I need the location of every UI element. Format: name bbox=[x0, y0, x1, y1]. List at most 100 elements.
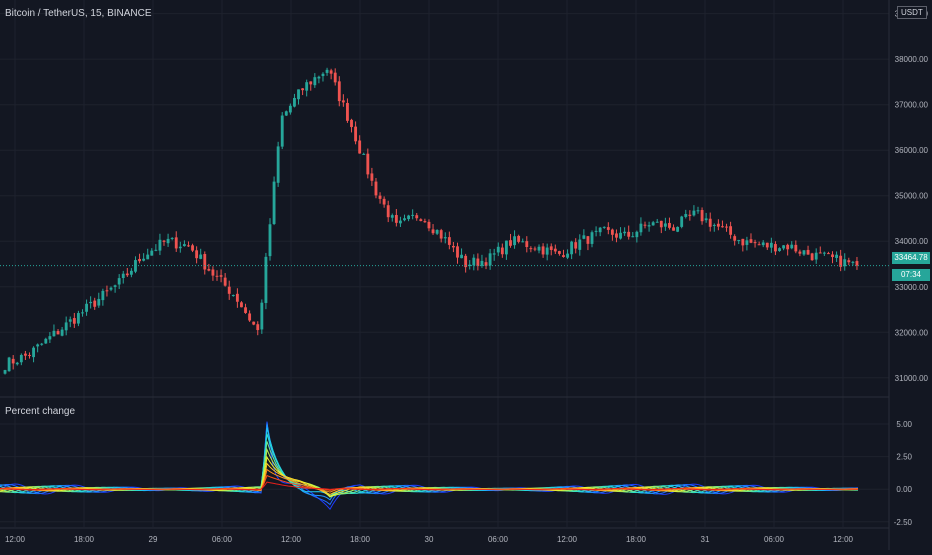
candle-body bbox=[174, 237, 178, 249]
candle-body bbox=[663, 223, 667, 227]
candle-body bbox=[11, 358, 15, 364]
candle-body bbox=[456, 246, 459, 258]
candle-body bbox=[509, 240, 512, 246]
candle-body bbox=[68, 319, 72, 322]
candle-body bbox=[138, 258, 141, 262]
candle-body bbox=[370, 173, 374, 181]
candle-body bbox=[619, 232, 622, 239]
candle-body bbox=[81, 312, 84, 314]
candle-body bbox=[358, 140, 362, 154]
candle-body bbox=[431, 229, 435, 234]
candle-body bbox=[847, 260, 851, 263]
candle-body bbox=[513, 236, 516, 246]
candle-body bbox=[721, 226, 724, 228]
candle-body bbox=[199, 254, 203, 259]
candle-body bbox=[725, 226, 728, 228]
candle-body bbox=[23, 353, 27, 356]
candle-body bbox=[394, 215, 398, 223]
candle-body bbox=[207, 269, 211, 271]
candle-body bbox=[855, 261, 859, 266]
candle-body bbox=[268, 224, 272, 257]
candle-body bbox=[101, 290, 105, 301]
candle-body bbox=[219, 275, 223, 277]
candle-body bbox=[154, 249, 158, 251]
candle-body bbox=[786, 244, 790, 250]
candle-body bbox=[240, 302, 243, 308]
price-tick-label: 31000.00 bbox=[895, 374, 929, 383]
candle-body bbox=[615, 233, 618, 238]
bar-countdown-tag: 07:34 bbox=[892, 269, 930, 281]
time-axis-label: 29 bbox=[149, 535, 158, 544]
percent-change-line bbox=[0, 481, 858, 491]
time-axis-label: 30 bbox=[425, 535, 434, 544]
candle-body bbox=[346, 102, 349, 121]
candle-body bbox=[48, 336, 52, 340]
candle-body bbox=[818, 252, 822, 254]
candle-body bbox=[252, 321, 256, 325]
time-axis-ticks[interactable]: 12:00 18:00 29 06:00 12:00 18:00 30 06:00 12:00 1… bbox=[5, 535, 854, 544]
candle-body bbox=[761, 242, 765, 246]
candle-body bbox=[117, 278, 121, 285]
candle-body bbox=[831, 254, 834, 258]
candle-body bbox=[390, 215, 394, 218]
candle-body bbox=[712, 224, 716, 226]
candle-body bbox=[696, 210, 700, 212]
candle-body bbox=[374, 181, 378, 196]
candle-body bbox=[60, 329, 64, 336]
candle-body bbox=[704, 218, 708, 221]
price-tick-label: 37000.00 bbox=[895, 101, 929, 110]
candle-body bbox=[790, 244, 794, 249]
candle-body bbox=[749, 239, 753, 243]
candle-body bbox=[305, 82, 309, 91]
candle-body bbox=[716, 223, 720, 227]
candle-body bbox=[195, 250, 199, 259]
candle-body bbox=[594, 230, 598, 232]
time-axis-label: 18:00 bbox=[74, 535, 95, 544]
candle-body bbox=[765, 242, 769, 248]
candle-body bbox=[672, 227, 675, 231]
price-tick-label: 35000.00 bbox=[895, 192, 929, 201]
percent-change-series bbox=[0, 421, 859, 511]
candle-body bbox=[668, 222, 671, 228]
candle-body bbox=[403, 218, 406, 221]
currency-label[interactable]: USDT bbox=[897, 6, 927, 19]
time-axis-label: 06:00 bbox=[764, 535, 785, 544]
time-axis-label: 18:00 bbox=[350, 535, 371, 544]
candle-body bbox=[733, 236, 737, 241]
candle-body bbox=[415, 215, 419, 219]
candle-body bbox=[517, 235, 521, 242]
candle-body bbox=[798, 251, 802, 254]
candle-body bbox=[170, 237, 174, 239]
candle-body bbox=[329, 70, 333, 74]
candle-body bbox=[488, 253, 492, 266]
candle-body bbox=[737, 240, 741, 242]
candle-body bbox=[778, 248, 781, 252]
candle-body bbox=[28, 354, 31, 356]
candle-body bbox=[729, 226, 733, 235]
candle-body bbox=[187, 245, 190, 247]
candle-body bbox=[537, 246, 541, 251]
candle-body bbox=[802, 250, 806, 255]
time-axis-label: 12:00 bbox=[557, 535, 578, 544]
candle-body bbox=[435, 229, 439, 234]
time-axis-label: 12:00 bbox=[281, 535, 302, 544]
candle-body bbox=[447, 237, 451, 245]
candle-body bbox=[476, 258, 480, 267]
candle-body bbox=[32, 347, 35, 358]
candle-body bbox=[182, 244, 186, 247]
candle-body bbox=[680, 216, 684, 227]
candle-body bbox=[129, 270, 133, 275]
candle-body bbox=[3, 370, 7, 374]
candle-body bbox=[97, 298, 101, 306]
indicator-scale-ticks[interactable]: 5.00 2.50 0.00 -2.50 bbox=[894, 420, 913, 527]
candle-body bbox=[341, 100, 345, 103]
candle-body bbox=[500, 247, 504, 255]
candle-body bbox=[627, 231, 631, 237]
candle-body bbox=[121, 273, 125, 279]
candle-body bbox=[44, 338, 48, 344]
indicator-title[interactable]: Percent change bbox=[5, 406, 76, 417]
symbol-title[interactable]: Bitcoin / TetherUS, 15, BINANCE bbox=[5, 8, 152, 19]
candle-body bbox=[684, 214, 688, 217]
